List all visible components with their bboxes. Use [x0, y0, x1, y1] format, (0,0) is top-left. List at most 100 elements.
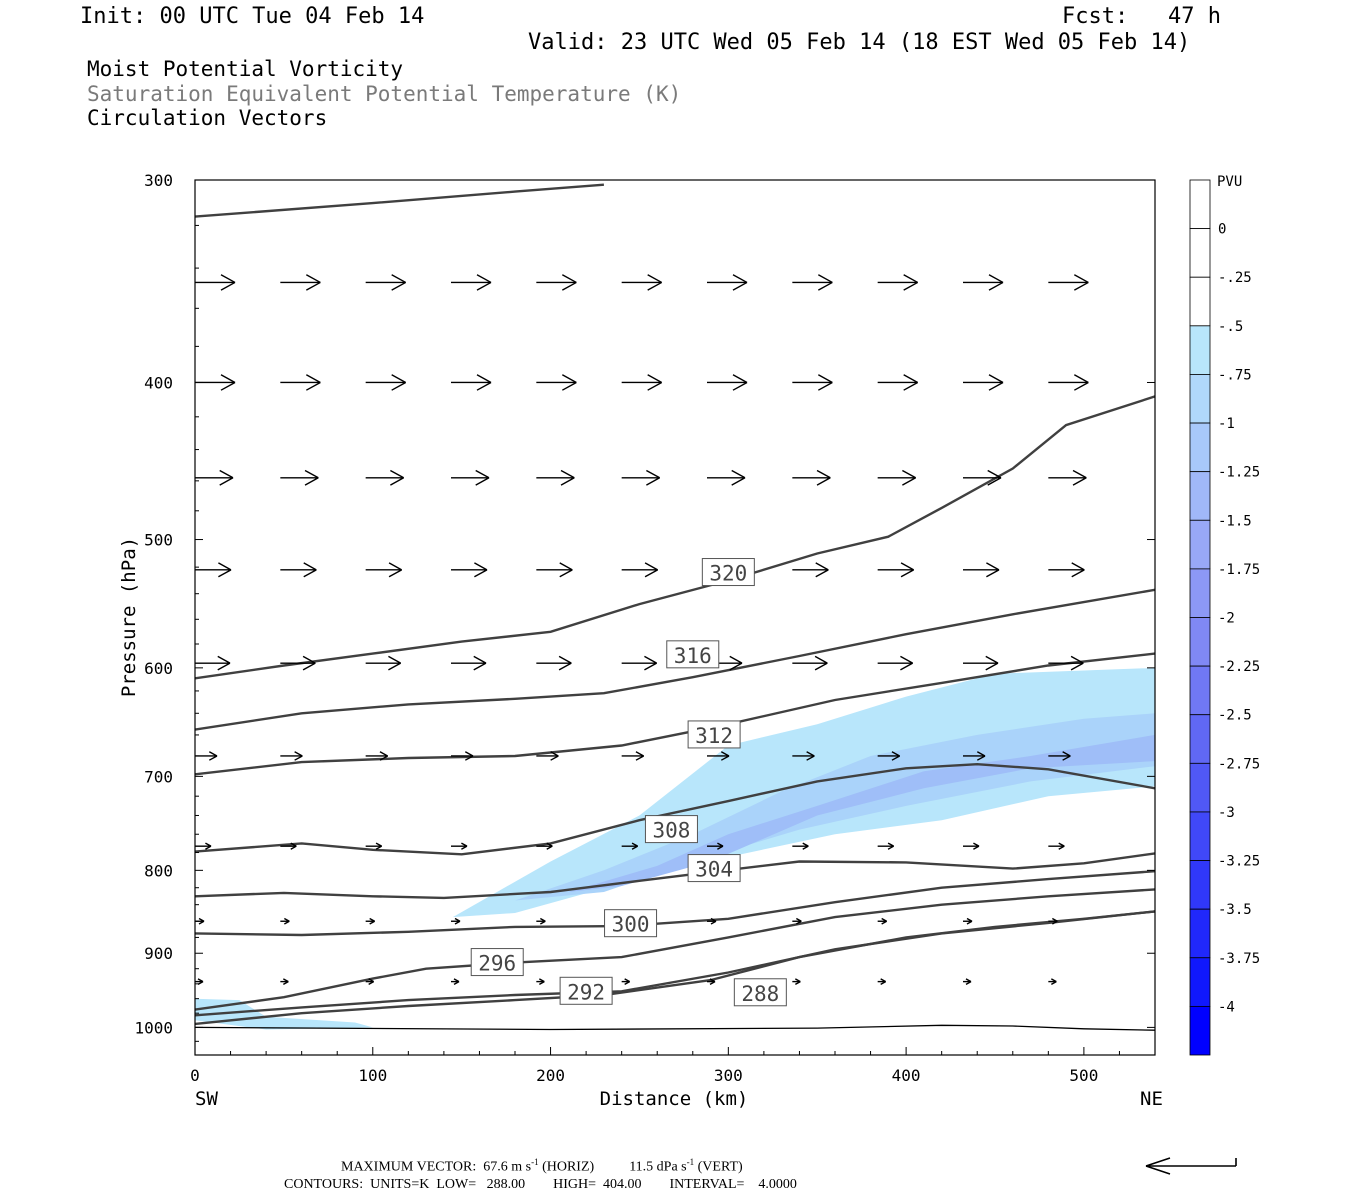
y-tick-label: 300 — [144, 171, 173, 190]
colorbar-tick-label: -4 — [1218, 999, 1235, 1015]
max-vert-value: 11.5 dPa s — [629, 1159, 687, 1175]
contour-label: 312 — [695, 724, 733, 748]
colorbar-segment — [1189, 422, 1211, 473]
x-right-label: NE — [1140, 1088, 1163, 1110]
circulation-vector — [451, 978, 460, 985]
pv-shaded-region — [195, 998, 373, 1030]
circulation-vector — [963, 655, 999, 671]
circulation-vector — [621, 978, 631, 985]
contour-label: 292 — [567, 980, 605, 1004]
contour-label-box — [701, 558, 755, 587]
circulation-vector — [195, 274, 236, 291]
max-horiz-value: 67.6 m s — [483, 1159, 532, 1175]
circulation-vector — [707, 469, 746, 486]
circulation-vector — [1048, 655, 1084, 671]
x-tick-label: 200 — [536, 1066, 565, 1085]
colorbar-segment — [1189, 617, 1211, 667]
circulation-vector — [365, 978, 375, 985]
circulation-vector — [792, 655, 828, 671]
circulation-vector — [621, 274, 663, 291]
circulation-vector — [451, 655, 487, 671]
circulation-vector — [365, 842, 383, 850]
circulation-vector — [536, 274, 577, 291]
circulation-vector — [365, 655, 402, 671]
circulation-vector — [1048, 469, 1087, 486]
circulation-vector — [877, 562, 915, 578]
max-vert-exp: -1 — [686, 1157, 695, 1167]
circulation-vector — [195, 469, 234, 486]
contour-label: 320 — [709, 562, 747, 586]
circulation-vector — [963, 374, 1004, 391]
surface-line — [195, 1024, 1155, 1031]
circulation-vector — [280, 562, 317, 578]
theta-contour-line — [195, 588, 1155, 731]
circulation-vector — [365, 917, 376, 925]
colorbar-tick-label: -2.75 — [1218, 756, 1260, 772]
contour-label-box — [604, 909, 658, 938]
circulation-vector — [195, 842, 212, 850]
circulation-vector — [280, 374, 321, 391]
theta-contour-line — [195, 852, 1155, 900]
circulation-vector — [707, 978, 716, 985]
circulation-vector — [280, 655, 316, 671]
circulation-vector — [963, 562, 1000, 578]
circulation-vector — [451, 469, 490, 486]
circulation-vector — [536, 374, 577, 391]
theta-contour-line — [195, 762, 1155, 856]
colorbar-tick-label: -3.75 — [1218, 951, 1260, 967]
contour-label: 316 — [674, 644, 712, 668]
x-tick-label: 300 — [714, 1066, 743, 1085]
circulation-vector — [195, 562, 232, 578]
circulation-vector — [963, 274, 1004, 291]
contour-label-box — [644, 815, 698, 844]
x-axis-title: Distance (km) — [600, 1088, 749, 1110]
max-vert-unit: (VERT) — [697, 1159, 743, 1175]
circulation-vector — [707, 374, 748, 391]
circulation-vector — [451, 374, 492, 391]
colorbar-tick-label: -1 — [1218, 416, 1235, 432]
x-tick-label: 500 — [1069, 1066, 1098, 1085]
y-tick-label: 900 — [144, 944, 173, 963]
colorbar-segment — [1189, 714, 1211, 764]
colorbar-segment — [1189, 1005, 1211, 1056]
circulation-vector — [365, 274, 407, 291]
colorbar-segment — [1189, 908, 1211, 959]
y-axis-title: Pressure (hPa) — [118, 537, 140, 697]
colorbar-segment — [1189, 374, 1211, 424]
colorbar-tick-label: -.5 — [1218, 319, 1243, 335]
circulation-vector — [621, 374, 663, 391]
circulation-vector — [707, 274, 748, 291]
colorbar-tick-label: -1.25 — [1218, 465, 1260, 481]
circulation-vector — [365, 751, 389, 761]
colorbar-tick-label: -3.5 — [1218, 902, 1252, 918]
circulation-vector — [451, 562, 488, 578]
circulation-vector — [536, 469, 575, 486]
x-left-label: SW — [195, 1088, 218, 1110]
circulation-vector — [280, 274, 321, 291]
circulation-vector — [792, 751, 815, 761]
contour-label-box — [687, 854, 741, 883]
colorbar-segment — [1189, 762, 1211, 813]
y-tick-label: 1000 — [134, 1018, 173, 1037]
circulation-vector — [1048, 978, 1057, 985]
circulation-vector — [365, 562, 403, 578]
circulation-vector — [792, 274, 833, 291]
theta-contour-line — [195, 888, 1155, 1011]
circulation-vector — [451, 917, 461, 925]
colorbar-segment — [1189, 811, 1211, 861]
circulation-vector — [365, 469, 405, 486]
colorbar-tick-label: -.75 — [1218, 367, 1252, 383]
field-title-pv: Moist Potential Vorticity — [87, 57, 404, 81]
circulation-vector — [877, 655, 914, 671]
y-tick-label: 700 — [144, 767, 173, 786]
circulation-vector — [963, 842, 980, 850]
contour-label-box — [733, 978, 787, 1007]
circulation-vector — [1048, 274, 1089, 291]
valid-time: Valid: 23 UTC Wed 05 Feb 14 (18 EST Wed … — [528, 30, 1191, 55]
circulation-vector — [707, 842, 724, 850]
colorbar-tick-label: -.25 — [1218, 270, 1252, 286]
colorbar-segment — [1189, 179, 1211, 230]
colorbar-unit: PVU — [1217, 174, 1242, 190]
colorbar-segment — [1189, 860, 1211, 910]
